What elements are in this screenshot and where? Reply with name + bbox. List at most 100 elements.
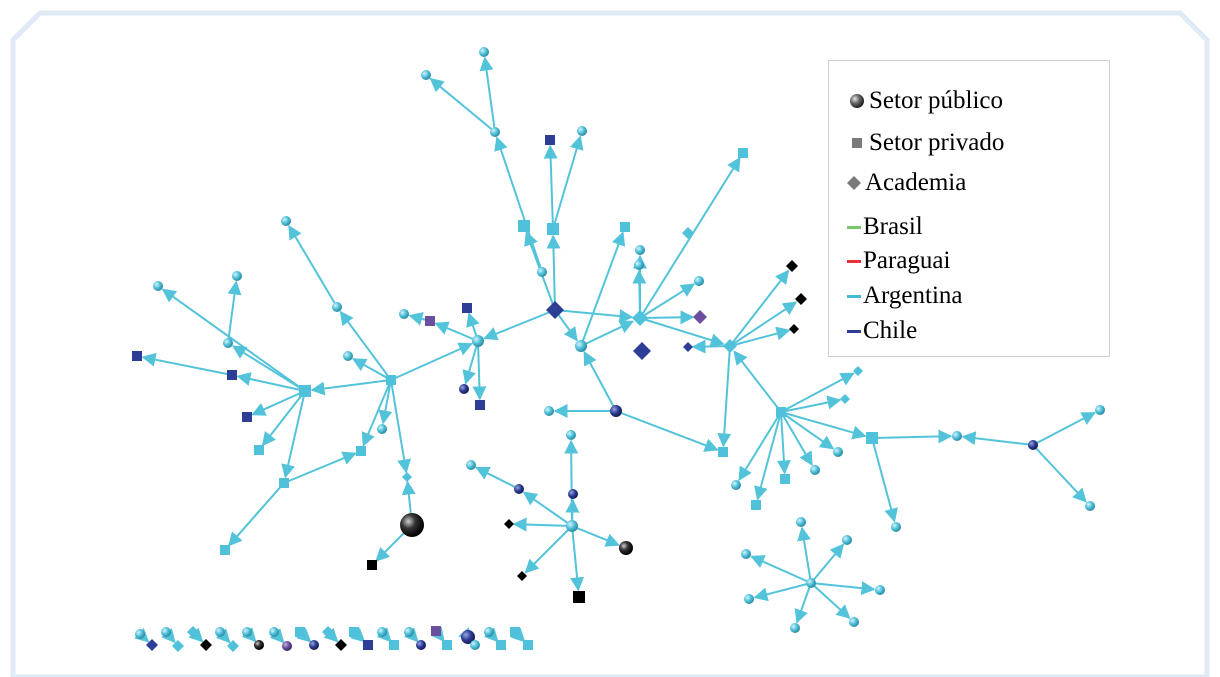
node-square-argentina [518, 220, 530, 232]
node-sphere-argentina [635, 245, 645, 255]
legend-item-argentina: Argentina [843, 282, 963, 310]
node-diamond-purple [693, 310, 707, 324]
graph-edge [378, 379, 393, 425]
node-diamond-argentina [723, 339, 737, 353]
legend-label: Setor privado [869, 129, 1005, 156]
graph-edge [1032, 411, 1096, 446]
node-square-chile [227, 370, 237, 380]
node-square-chile [132, 351, 142, 361]
node-sphere-argentina [566, 520, 578, 532]
graph-edge [361, 379, 392, 447]
node-sphere-argentina [281, 216, 291, 226]
graph-edge [797, 526, 812, 584]
chile-line-icon [847, 329, 861, 333]
graph-edge [479, 56, 496, 133]
node-sphere-argentina [537, 267, 547, 277]
node-square-argentina [523, 640, 533, 650]
node-sphere-argentina [952, 431, 962, 441]
graph-nodes [132, 47, 1105, 652]
square-icon [852, 138, 862, 148]
node-diamond-chile [146, 639, 158, 651]
graph-edge [639, 156, 741, 319]
node-diamond-argentina [322, 626, 334, 638]
node-square-argentina [866, 432, 878, 444]
node-sphere-argentina [466, 460, 476, 470]
graph-edge [750, 555, 812, 584]
node-sphere-chile [459, 384, 469, 394]
node-square-chile [363, 640, 373, 650]
graph-edge [615, 410, 719, 452]
node-sphere-argentina [731, 480, 741, 490]
argentina-line-icon [847, 294, 861, 298]
node-sphere-chile [1028, 440, 1038, 450]
graph-edge [462, 340, 479, 385]
node-sphere-argentina [269, 627, 279, 637]
node-diamond-argentina [840, 394, 850, 404]
graph-edge [583, 350, 617, 412]
graph-edge [738, 411, 782, 482]
graph-edge [543, 144, 558, 230]
node-square-other [367, 560, 377, 570]
node-diamond-chile [546, 301, 564, 319]
node-sphere-chile [610, 405, 622, 417]
node-sphere-argentina [472, 335, 484, 347]
node-diamond-argentina [172, 640, 184, 652]
graph-edge [236, 372, 306, 392]
legend-label: Academia [865, 169, 967, 196]
graph-edge [729, 269, 790, 347]
graph-edge [780, 395, 842, 413]
node-sphere-argentina [161, 627, 171, 637]
graph-edge [310, 379, 392, 396]
graph-edge [639, 310, 695, 325]
legend-label: Argentina [863, 282, 963, 309]
node-sphere-argentina [1085, 501, 1095, 511]
brasil-line-icon [847, 225, 861, 229]
legend-item-brasil: Brasil [843, 213, 923, 241]
graph-edge [570, 525, 585, 592]
graph-edge [717, 345, 732, 448]
graph-edge [352, 358, 392, 381]
node-square-other [573, 591, 585, 603]
node-sphere-argentina [404, 627, 414, 637]
node-sphere-argentina [232, 271, 242, 281]
node-sphere-argentina [377, 627, 387, 637]
node-sphere-argentina [343, 351, 353, 361]
node-square-argentina [776, 407, 786, 417]
legend-item-chile: Chile [843, 317, 917, 345]
graph-edge [1032, 444, 1087, 503]
node-sphere-argentina [634, 260, 644, 270]
graph-edge [729, 326, 791, 347]
node-square-argentina [547, 223, 559, 235]
node-sphere-argentina [875, 585, 885, 595]
graph-edge [871, 429, 953, 444]
graph-edge [434, 321, 479, 342]
graph-edge [754, 411, 782, 501]
graph-edge [283, 451, 357, 484]
node-square-argentina [780, 474, 790, 484]
graph-edge [753, 582, 812, 602]
node-sphere-argentina [242, 627, 252, 637]
node-sphere-purple [282, 641, 292, 651]
graph-edge [780, 411, 835, 450]
graph-edge [780, 411, 867, 440]
graph-edge [580, 320, 635, 347]
node-sphere-chile [416, 640, 426, 650]
node-sphere-argentina [833, 447, 843, 457]
graph-edge [780, 411, 813, 467]
legend-label: Paraguai [863, 247, 951, 274]
graph-edge [512, 517, 573, 532]
node-sphere-argentina [399, 309, 409, 319]
node-square-chile [462, 303, 472, 313]
node-square-purple [425, 316, 435, 326]
paraguai-line-icon [847, 259, 861, 263]
node-sphere-argentina [796, 517, 806, 527]
node-square-argentina [279, 478, 289, 488]
legend-label: Setor público [869, 87, 1004, 114]
graph-edge [390, 379, 412, 474]
node-diamond-argentina [227, 640, 239, 652]
legend: Setor público Setor privado Academia Bra… [828, 60, 1110, 357]
graph-edge [494, 136, 543, 273]
graph-edge [776, 411, 791, 475]
node-sphere-argentina [484, 627, 494, 637]
